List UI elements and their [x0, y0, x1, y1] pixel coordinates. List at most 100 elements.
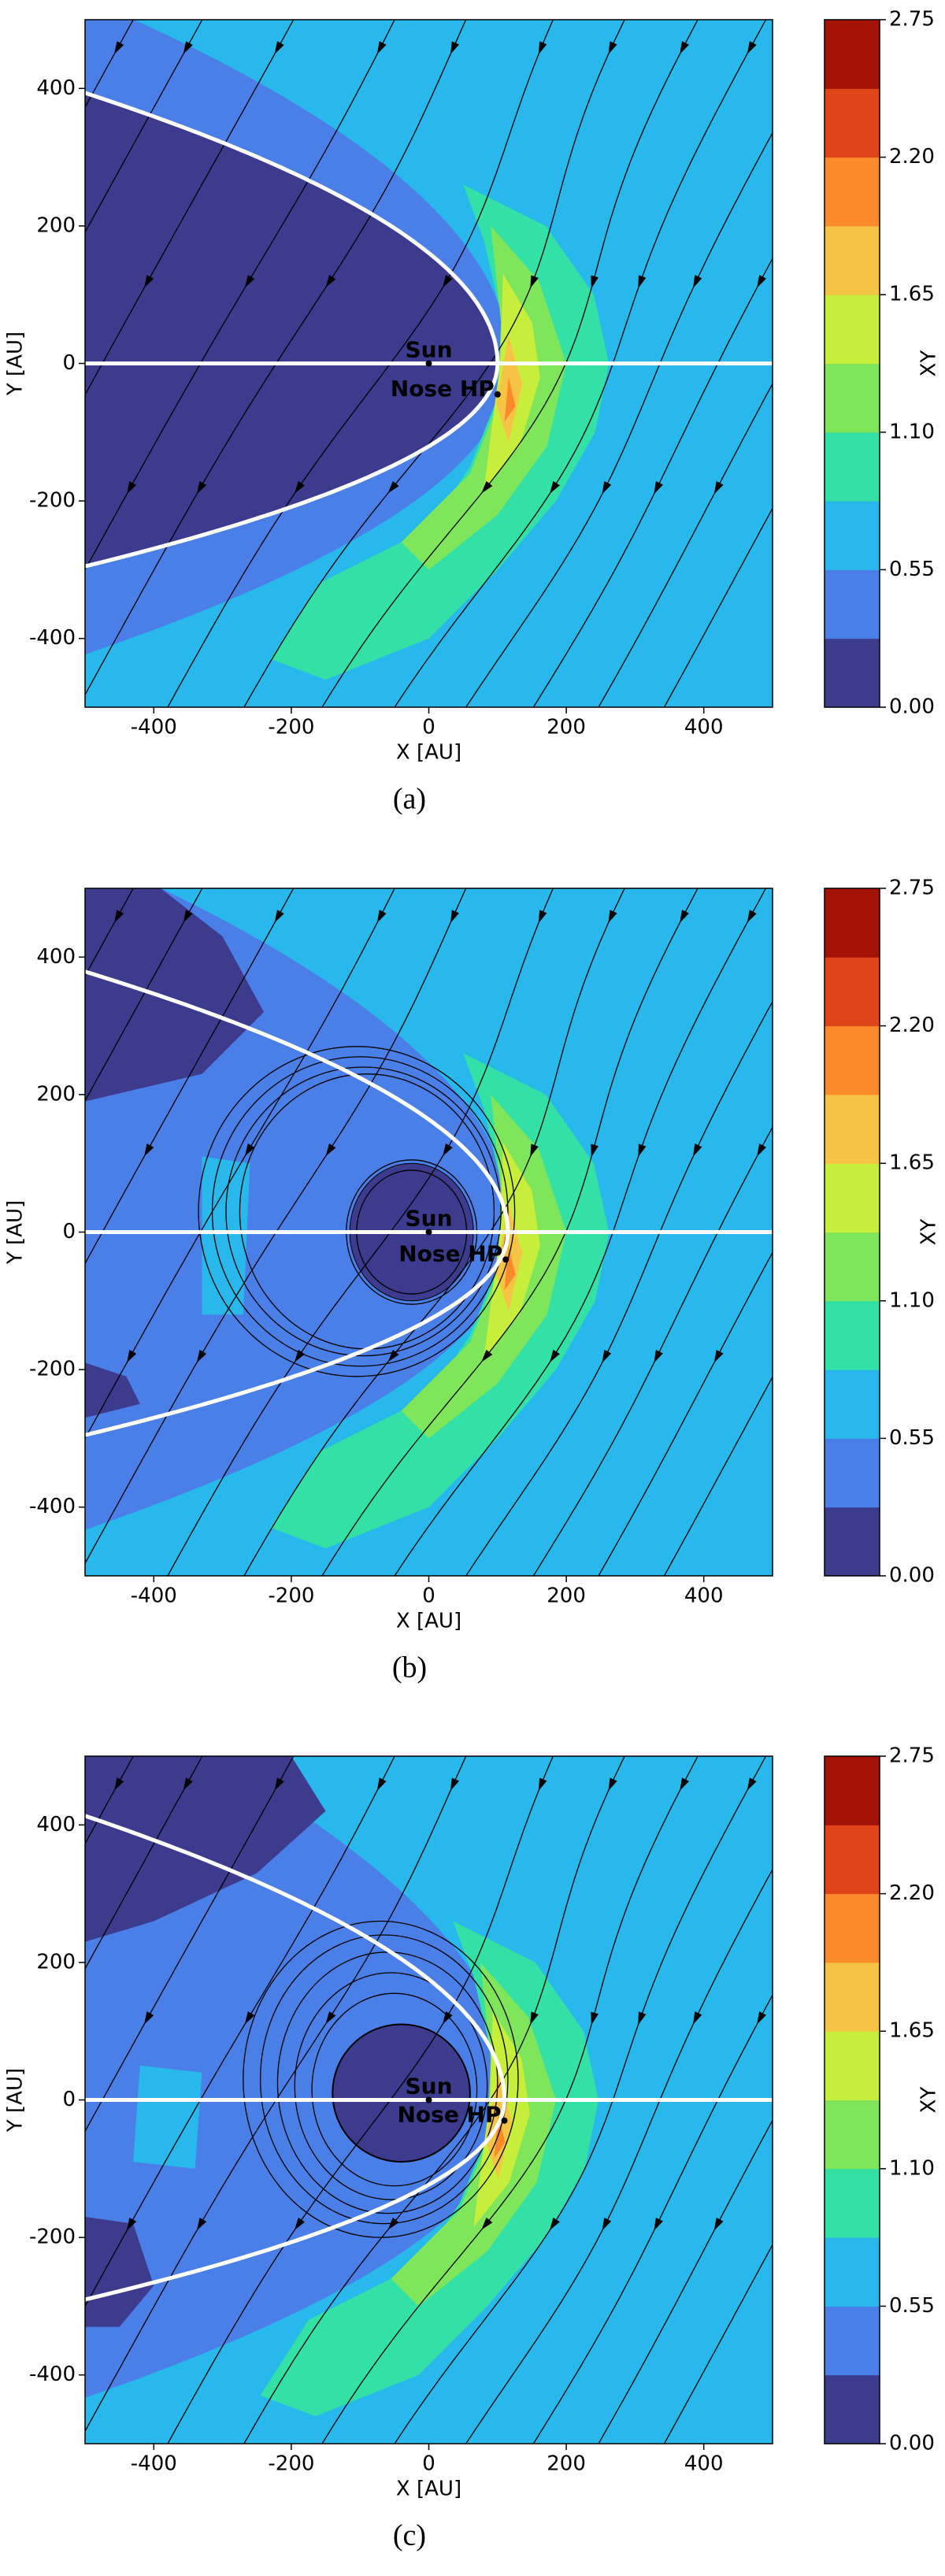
streamline-arrow	[274, 1777, 284, 1791]
streamline-arrow	[196, 1349, 207, 1363]
colorbar-swatch	[825, 1300, 880, 1370]
streamline-arrow	[294, 2217, 306, 2230]
colorbar-frame	[824, 888, 880, 1577]
streamline-arrow	[144, 1143, 154, 1157]
x-axis-label: X [AU]	[396, 1610, 461, 1633]
streamline-arrow	[713, 1350, 724, 1363]
contour-region	[332, 2023, 471, 2163]
colorbar-tick-label: 2.75	[889, 1744, 935, 1768]
colorbar-tick-label: 2.20	[889, 1014, 935, 1037]
streamline-arrow	[443, 2011, 453, 2025]
heliopause	[85, 969, 510, 1437]
y-tick-label: 0	[62, 351, 76, 375]
colorbar-swatch	[825, 2031, 880, 2100]
colorbar-swatch	[825, 2168, 880, 2238]
streamline-arrow	[376, 41, 387, 54]
contour-region	[202, 1156, 250, 1315]
colorbar-label: XY	[917, 350, 941, 377]
y-axis-label: Y [AU]	[4, 2068, 28, 2133]
streamline	[663, 2243, 773, 2444]
colorbar-label: XY	[917, 2087, 941, 2114]
contour-region	[504, 1246, 516, 1291]
streamline-arrow	[114, 41, 124, 54]
streamline-arrow	[54, 1143, 64, 1156]
streamline-arrow	[183, 1777, 193, 1791]
x-tick-label: -400	[131, 2452, 177, 2476]
field-loop	[243, 1920, 519, 2238]
streamline-arrow	[325, 274, 336, 288]
streamline-arrow	[591, 1143, 598, 1158]
streamline-arrow	[481, 2217, 493, 2230]
streamline-arrow	[325, 2011, 336, 2025]
colorbar-tick-label: 1.10	[889, 420, 935, 443]
colorbar-swatch	[825, 2237, 880, 2307]
streamline-arrow	[757, 2011, 767, 2025]
streamline	[85, 888, 203, 1103]
streamline-arrow	[680, 41, 689, 54]
x-tick-label: 400	[684, 716, 724, 739]
colorbar-swatch	[825, 157, 880, 227]
x-tick-label: -200	[268, 716, 314, 739]
streamline-arrow	[114, 910, 124, 923]
caption: (c)	[393, 2519, 426, 2552]
colorbar-swatch	[825, 638, 880, 708]
field-loop	[198, 1046, 516, 1377]
streamline-arrow	[591, 2011, 598, 2026]
streamline-arrow	[608, 1777, 617, 1792]
streamline-arrow	[114, 1777, 124, 1791]
streamline-arrow	[747, 1777, 757, 1791]
x-axis-label: X [AU]	[396, 2478, 461, 2501]
streamline-arrow	[654, 2218, 663, 2231]
colorbar-swatch	[825, 1825, 880, 1895]
contour-panel	[85, 1756, 773, 2444]
streamline-arrow	[244, 2011, 255, 2025]
streamline-arrow	[481, 480, 493, 494]
y-tick-label: 200	[36, 213, 76, 237]
streamline-arrow	[450, 910, 460, 924]
x-tick-label: 200	[547, 1585, 586, 1608]
contour-region	[85, 888, 264, 1102]
colorbar-swatch	[825, 88, 880, 158]
streamline-arrow	[244, 275, 255, 288]
streamline-arrow	[638, 1143, 647, 1158]
streamline	[598, 1251, 773, 1576]
annotation: Nose HP	[397, 2102, 501, 2128]
nose-marker	[502, 1256, 510, 1263]
field-loop	[311, 1992, 478, 2187]
streamline-arrow	[244, 1143, 255, 1157]
colorbar-swatch	[825, 569, 880, 639]
colorbar-swatch	[825, 1507, 880, 1577]
field-loop	[259, 1934, 509, 2225]
colorbar-swatch	[825, 2306, 880, 2376]
streamline-arrow	[780, 1350, 790, 1362]
caption: (b)	[392, 1651, 427, 1685]
streamline-arrow	[325, 1143, 336, 1157]
colorbar-swatch	[825, 1370, 880, 1439]
y-tick-label: -400	[29, 2363, 76, 2386]
streamline-arrow	[538, 1777, 547, 1792]
colorbar-tick-label: 0.55	[889, 2294, 935, 2318]
field-loop	[294, 1972, 488, 2200]
streamline-arrow	[376, 1777, 387, 1791]
streamline-arrow	[654, 1350, 663, 1363]
streamline-arrow	[757, 1143, 767, 1157]
nose-marker	[501, 2117, 508, 2124]
colorbar-tick-label: 0.00	[889, 2432, 935, 2456]
streamline-arrow	[376, 910, 387, 923]
colorbar-swatch	[825, 1438, 880, 1508]
colorbar-swatch	[825, 20, 880, 89]
streamline-arrow	[450, 41, 460, 55]
contour-region	[504, 377, 516, 422]
colorbar-swatch	[825, 295, 880, 364]
contour-region	[133, 2065, 202, 2169]
y-tick-label: 400	[36, 945, 76, 969]
sun-marker	[425, 1229, 432, 1236]
colorbar-swatch	[825, 225, 880, 295]
y-axis-label: Y [AU]	[4, 332, 28, 396]
streamline	[598, 382, 773, 707]
contour-region	[494, 2114, 506, 2159]
streamline-arrow	[816, 41, 825, 54]
streamline-arrow	[538, 910, 547, 924]
streamline-arrow	[550, 480, 560, 495]
